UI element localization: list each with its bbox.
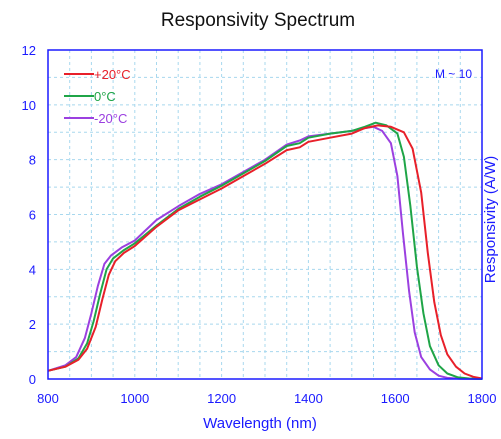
y-tick-label: 2	[29, 317, 36, 332]
series-layer	[47, 121, 483, 380]
x-tick-label: 1800	[468, 391, 497, 406]
chart-title: Responsivity Spectrum	[161, 10, 355, 31]
y-tick-label: 4	[29, 262, 36, 277]
legend: +20°C 0°C -20°C	[64, 67, 131, 126]
y-tick-label: 0	[29, 372, 36, 387]
legend-label: 0°C	[94, 89, 116, 104]
y-axis-label: Responsivity (A/W)	[482, 156, 499, 284]
y-tick-label: 12	[22, 43, 36, 58]
x-tick-label: 1400	[294, 391, 323, 406]
series-line	[47, 121, 483, 380]
grid	[48, 50, 482, 379]
series-line	[47, 124, 483, 380]
y-tick-label: 8	[29, 153, 36, 168]
x-tick-label: 1200	[207, 391, 236, 406]
ticks: 800 1000 1200 1400 1600 1800 0 2 4 6 8 10 12	[22, 43, 497, 406]
x-tick-label: 1600	[381, 391, 410, 406]
plot-frame	[47, 49, 483, 380]
legend-label: -20°C	[94, 111, 127, 126]
series-line	[47, 125, 483, 380]
y-tick-label: 6	[29, 208, 36, 223]
x-tick-label: 800	[37, 391, 59, 406]
y-tick-label: 10	[22, 98, 36, 113]
x-axis-label: Wavelength (nm)	[203, 415, 317, 432]
annotation-gain: M ~ 10	[435, 67, 472, 81]
legend-label: +20°C	[94, 67, 131, 82]
x-tick-label: 1000	[120, 391, 149, 406]
